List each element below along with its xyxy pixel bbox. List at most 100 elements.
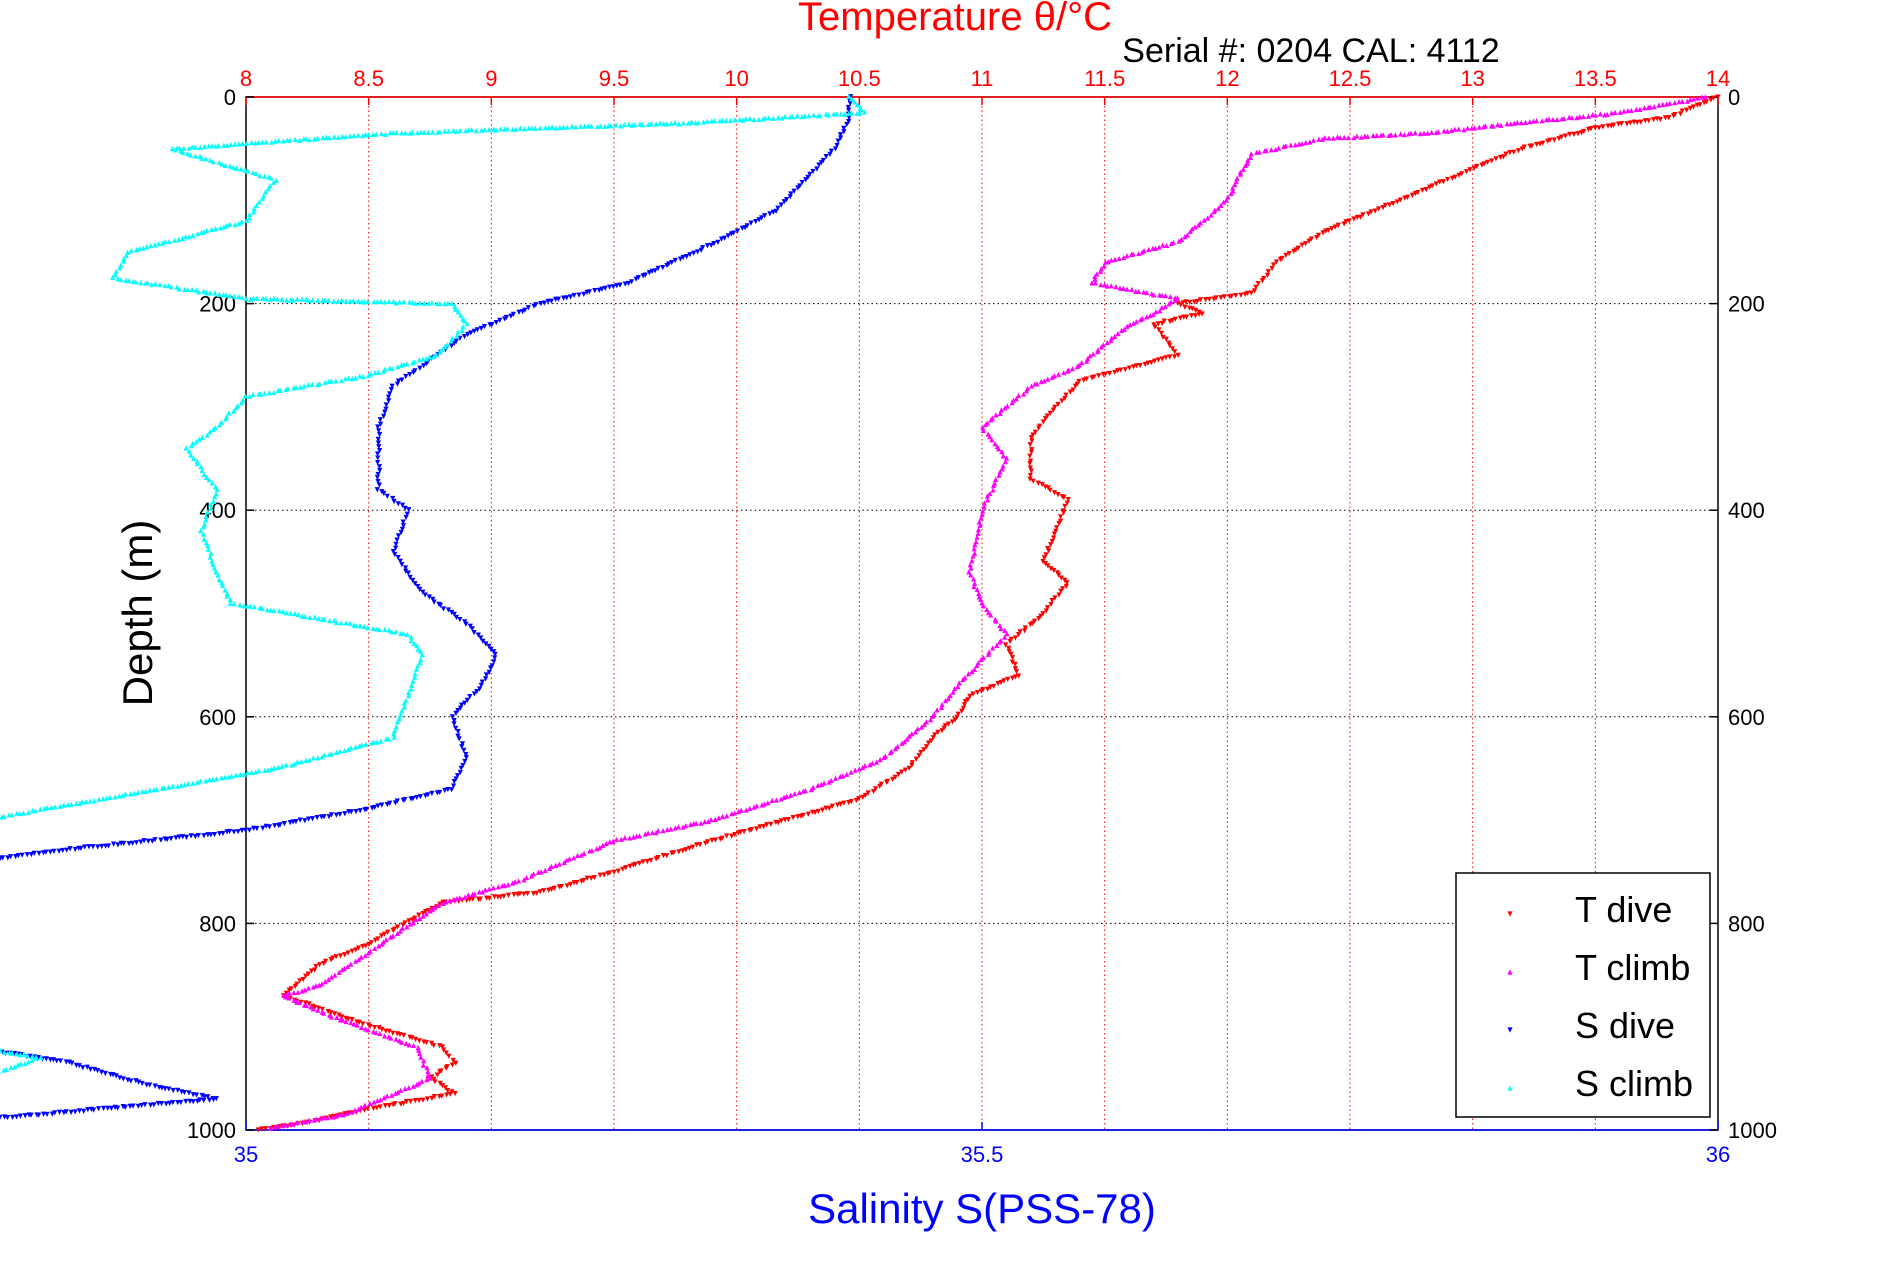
data-point	[618, 836, 624, 842]
data-point	[1094, 271, 1100, 277]
data-point	[366, 372, 372, 378]
data-point	[571, 292, 577, 299]
data-point	[622, 835, 628, 841]
data-point	[372, 369, 378, 376]
data-point	[567, 294, 574, 300]
data-point	[462, 700, 468, 706]
data-point	[408, 634, 414, 640]
data-point	[480, 638, 486, 644]
data-point	[448, 787, 455, 793]
data-point	[505, 892, 512, 898]
data-point	[531, 303, 537, 309]
data-point	[482, 887, 488, 893]
data-point	[213, 226, 219, 232]
data-point	[387, 130, 393, 136]
data-point	[406, 918, 412, 924]
data-point	[417, 365, 423, 371]
data-point	[349, 1017, 355, 1023]
data-point	[145, 838, 151, 844]
data-point	[429, 299, 435, 306]
data-point	[1089, 375, 1095, 381]
data-point	[376, 626, 382, 633]
data-point	[464, 697, 470, 703]
data-point	[390, 1102, 396, 1108]
data-point	[368, 740, 374, 746]
data-point	[201, 1097, 207, 1104]
data-point	[1334, 134, 1341, 140]
data-point	[218, 775, 225, 781]
data-point	[1448, 127, 1455, 133]
data-point	[1042, 561, 1049, 567]
data-point	[998, 407, 1004, 413]
data-point	[1028, 435, 1035, 441]
data-point	[1230, 185, 1236, 191]
data-point	[345, 950, 351, 956]
data-point	[284, 137, 290, 143]
data-point	[394, 381, 401, 387]
data-point	[274, 296, 280, 302]
data-point	[245, 168, 251, 174]
data-point	[1197, 297, 1204, 303]
data-point	[206, 143, 212, 149]
data-point	[379, 1026, 385, 1033]
data-point	[283, 762, 289, 768]
data-point	[566, 856, 573, 862]
data-point	[1079, 359, 1085, 366]
data-point	[491, 894, 498, 900]
data-point	[649, 829, 656, 836]
data-point	[265, 185, 272, 192]
data-point	[253, 769, 259, 775]
data-point	[331, 134, 337, 140]
data-point	[17, 1052, 24, 1058]
data-point	[1218, 295, 1224, 301]
data-point	[1351, 134, 1357, 141]
data-point	[702, 819, 708, 825]
data-point	[257, 172, 263, 179]
data-point	[67, 846, 73, 852]
data-point	[155, 1100, 161, 1107]
data-point	[381, 1095, 387, 1101]
data-point	[377, 1097, 384, 1103]
data-point	[491, 126, 497, 132]
data-point	[356, 1106, 362, 1112]
data-point	[10, 1114, 16, 1120]
data-point	[170, 783, 176, 789]
data-point	[387, 934, 394, 940]
data-point	[437, 1069, 443, 1075]
data-point	[1027, 442, 1033, 448]
data-point	[735, 830, 741, 836]
data-point	[521, 891, 527, 897]
data-point	[403, 1040, 409, 1047]
data-point	[968, 572, 974, 578]
data-point	[664, 262, 670, 269]
data-point	[627, 863, 633, 869]
data-point	[296, 999, 302, 1005]
data-point	[945, 695, 951, 702]
data-point	[162, 238, 168, 245]
data-point	[262, 1126, 269, 1132]
data-point	[209, 558, 215, 564]
data-point	[497, 317, 503, 324]
data-point	[446, 1053, 452, 1059]
data-point	[172, 147, 178, 153]
data-point	[377, 447, 383, 454]
data-point	[516, 878, 522, 884]
data-point	[1032, 381, 1038, 387]
data-point	[356, 1019, 362, 1025]
data-point	[233, 772, 239, 778]
data-point	[347, 620, 353, 626]
data-point	[326, 751, 333, 758]
data-point	[25, 1059, 31, 1065]
data-point	[451, 718, 457, 724]
data-point	[1534, 141, 1540, 148]
data-point	[382, 409, 388, 415]
data-point	[421, 363, 427, 369]
data-point	[433, 352, 439, 358]
data-point	[568, 881, 574, 888]
data-point	[227, 600, 233, 606]
data-point	[997, 410, 1003, 417]
data-point	[410, 920, 417, 926]
data-point	[1017, 629, 1023, 635]
data-point	[210, 426, 216, 433]
data-point	[1100, 371, 1107, 378]
